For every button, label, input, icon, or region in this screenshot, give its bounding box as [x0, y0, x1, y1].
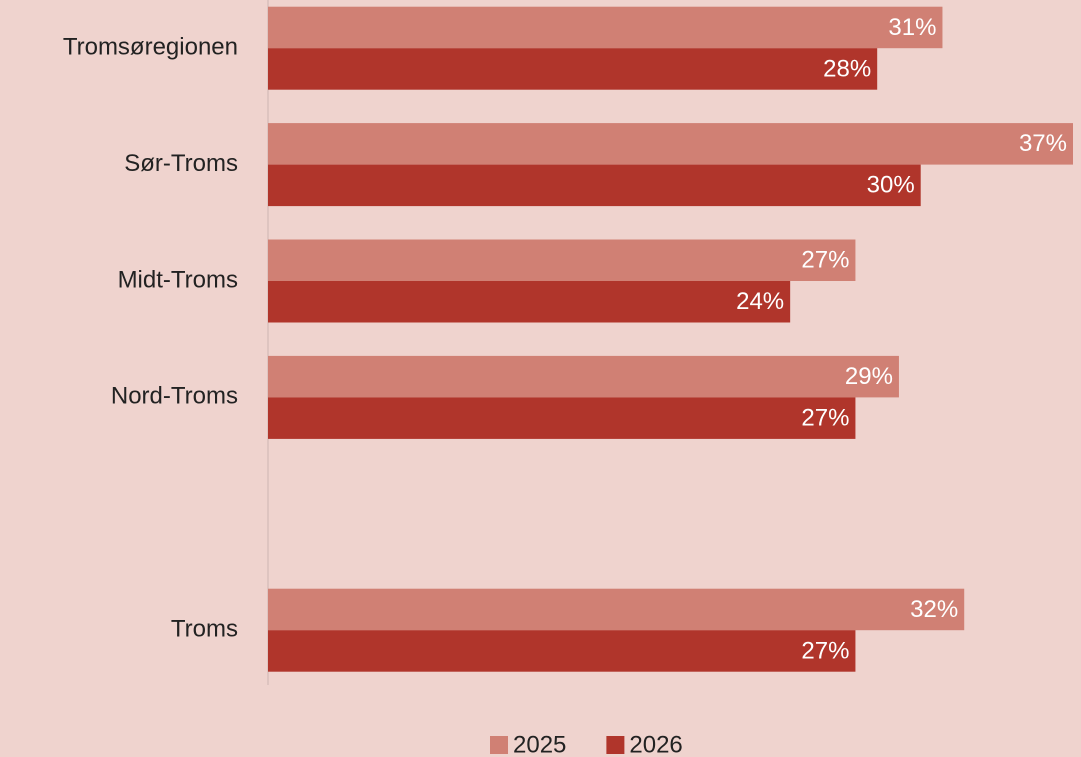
legend-swatch: [606, 736, 625, 754]
bar: [268, 397, 856, 439]
category-label: Midt-Troms: [118, 266, 238, 293]
value-label: 27%: [801, 637, 849, 664]
value-label: 37%: [1019, 130, 1067, 157]
category-label: Tromsøregionen: [63, 34, 238, 61]
bar: [268, 588, 965, 631]
value-label: 32%: [910, 596, 958, 623]
bar: [268, 239, 856, 281]
category-label: Sør-Troms: [124, 150, 238, 177]
category-label: Nord-Troms: [111, 383, 238, 410]
value-label: 28%: [823, 55, 871, 82]
value-label: 30%: [867, 172, 915, 199]
bar: [268, 164, 921, 207]
value-label: 27%: [801, 247, 849, 274]
value-label: 27%: [801, 404, 849, 431]
bar: [268, 48, 878, 90]
bar: [268, 281, 791, 323]
legend-swatch: [490, 736, 508, 754]
bar: [268, 6, 943, 49]
legend-label: 2025: [513, 731, 566, 757]
bar: [268, 123, 1073, 165]
bar: [268, 630, 856, 672]
value-label: 31%: [888, 14, 936, 41]
legend-label: 2026: [629, 731, 682, 757]
value-label: 24%: [736, 288, 784, 315]
bar: [268, 355, 899, 398]
value-label: 29%: [845, 363, 893, 390]
category-label: Troms: [171, 616, 238, 643]
